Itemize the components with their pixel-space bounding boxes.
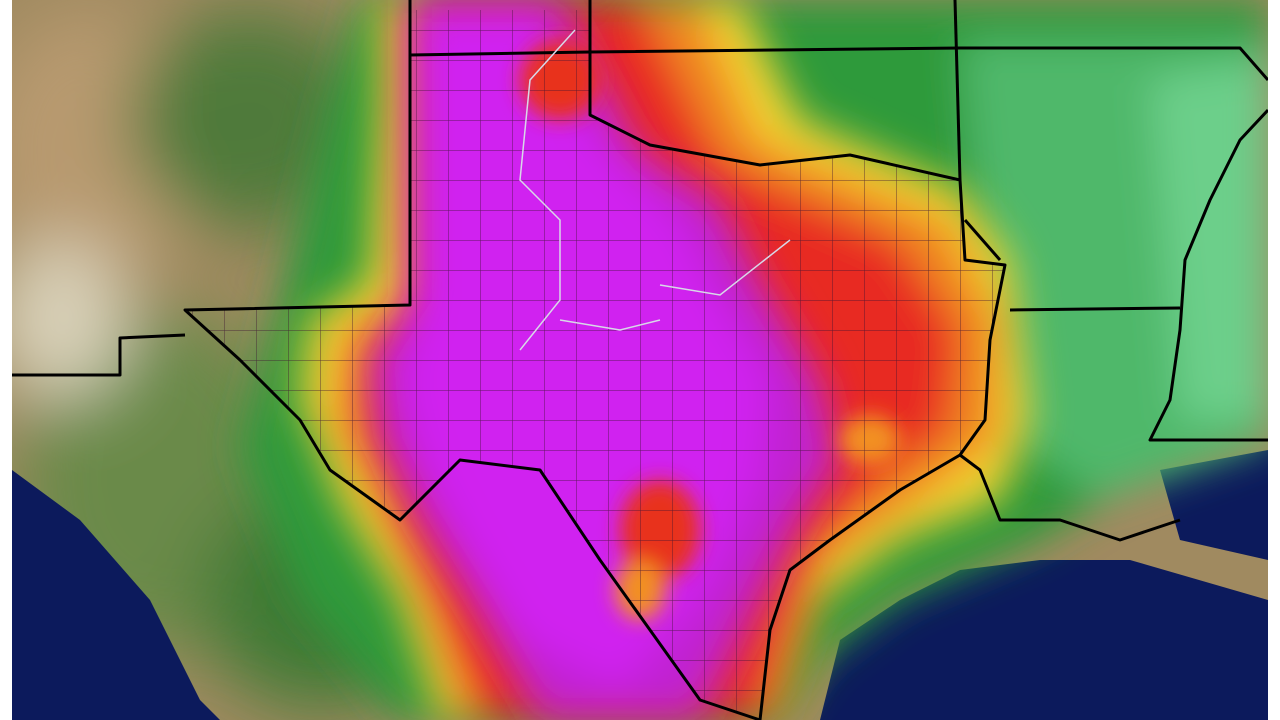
nm-mexico-border [12, 333, 186, 377]
la-coast [959, 453, 1181, 542]
terrain-shading [12, 10, 440, 710]
river [559, 319, 661, 331]
ok-kansas-border [409, 46, 1268, 81]
coastal-waters [1160, 450, 1268, 560]
pacific-ocean [12, 470, 220, 720]
river [519, 29, 576, 351]
rivers [519, 29, 791, 351]
state-borders [12, 0, 1268, 720]
ok-arkansas-border [953, 0, 962, 181]
gulf-of-mexico [820, 560, 1268, 720]
ar-la-border [1009, 306, 1181, 312]
texas-east-border [588, 0, 1007, 720]
texas-west-border [183, 0, 761, 720]
ar-texas-border [963, 219, 1002, 261]
river [659, 239, 791, 296]
mississippi-river-border [1148, 108, 1268, 442]
